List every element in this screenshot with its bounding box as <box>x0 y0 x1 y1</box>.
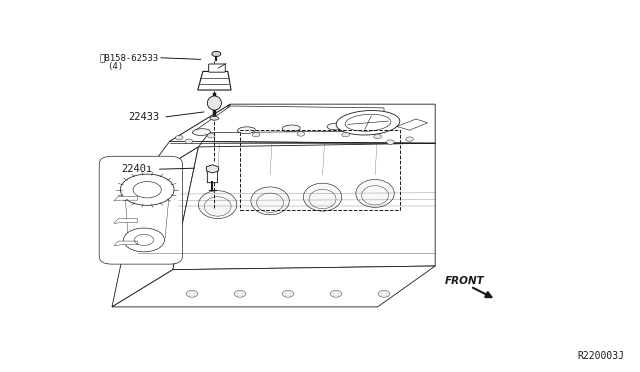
Circle shape <box>120 174 174 205</box>
Circle shape <box>234 291 246 297</box>
Text: FRONT: FRONT <box>445 276 484 286</box>
Circle shape <box>252 132 260 137</box>
Circle shape <box>406 137 413 141</box>
Polygon shape <box>114 196 138 201</box>
Polygon shape <box>173 143 435 270</box>
Ellipse shape <box>210 116 219 120</box>
FancyBboxPatch shape <box>209 64 225 72</box>
Text: ⒷB158-62533: ⒷB158-62533 <box>99 53 158 62</box>
Polygon shape <box>112 147 198 307</box>
Polygon shape <box>397 119 428 130</box>
Ellipse shape <box>336 110 400 135</box>
Polygon shape <box>198 71 231 90</box>
Circle shape <box>297 132 305 136</box>
Circle shape <box>282 291 294 297</box>
Circle shape <box>186 291 198 297</box>
Circle shape <box>175 135 183 140</box>
Circle shape <box>212 51 221 57</box>
Circle shape <box>207 134 215 138</box>
Text: (4): (4) <box>108 62 124 71</box>
Ellipse shape <box>282 125 300 132</box>
Polygon shape <box>112 266 435 307</box>
Bar <box>240 130 400 210</box>
FancyBboxPatch shape <box>99 156 182 264</box>
Ellipse shape <box>356 180 394 208</box>
Ellipse shape <box>198 191 237 219</box>
Ellipse shape <box>327 123 345 130</box>
Polygon shape <box>170 104 435 143</box>
Polygon shape <box>206 165 219 173</box>
FancyBboxPatch shape <box>207 168 218 183</box>
Circle shape <box>124 228 164 252</box>
Text: 2240ı: 2240ı <box>122 164 153 174</box>
Polygon shape <box>192 106 384 133</box>
Circle shape <box>378 291 390 297</box>
Ellipse shape <box>207 96 221 110</box>
Ellipse shape <box>303 183 342 211</box>
Ellipse shape <box>193 129 211 135</box>
Circle shape <box>387 140 394 144</box>
Polygon shape <box>114 241 138 246</box>
Ellipse shape <box>251 187 289 215</box>
Polygon shape <box>138 104 230 184</box>
Text: 22433: 22433 <box>128 112 159 122</box>
Circle shape <box>374 134 381 139</box>
Polygon shape <box>114 219 138 223</box>
Ellipse shape <box>237 127 255 134</box>
Circle shape <box>330 291 342 297</box>
Text: R220003J: R220003J <box>577 351 624 361</box>
Circle shape <box>185 139 193 144</box>
Circle shape <box>342 132 349 137</box>
